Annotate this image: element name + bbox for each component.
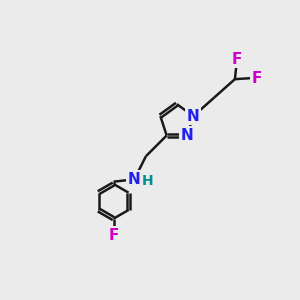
Text: F: F (108, 228, 119, 243)
Text: N: N (181, 128, 194, 143)
Text: N: N (128, 172, 141, 187)
Text: N: N (187, 109, 200, 124)
Text: F: F (252, 70, 262, 86)
Text: H: H (142, 173, 154, 188)
Text: F: F (232, 52, 242, 67)
